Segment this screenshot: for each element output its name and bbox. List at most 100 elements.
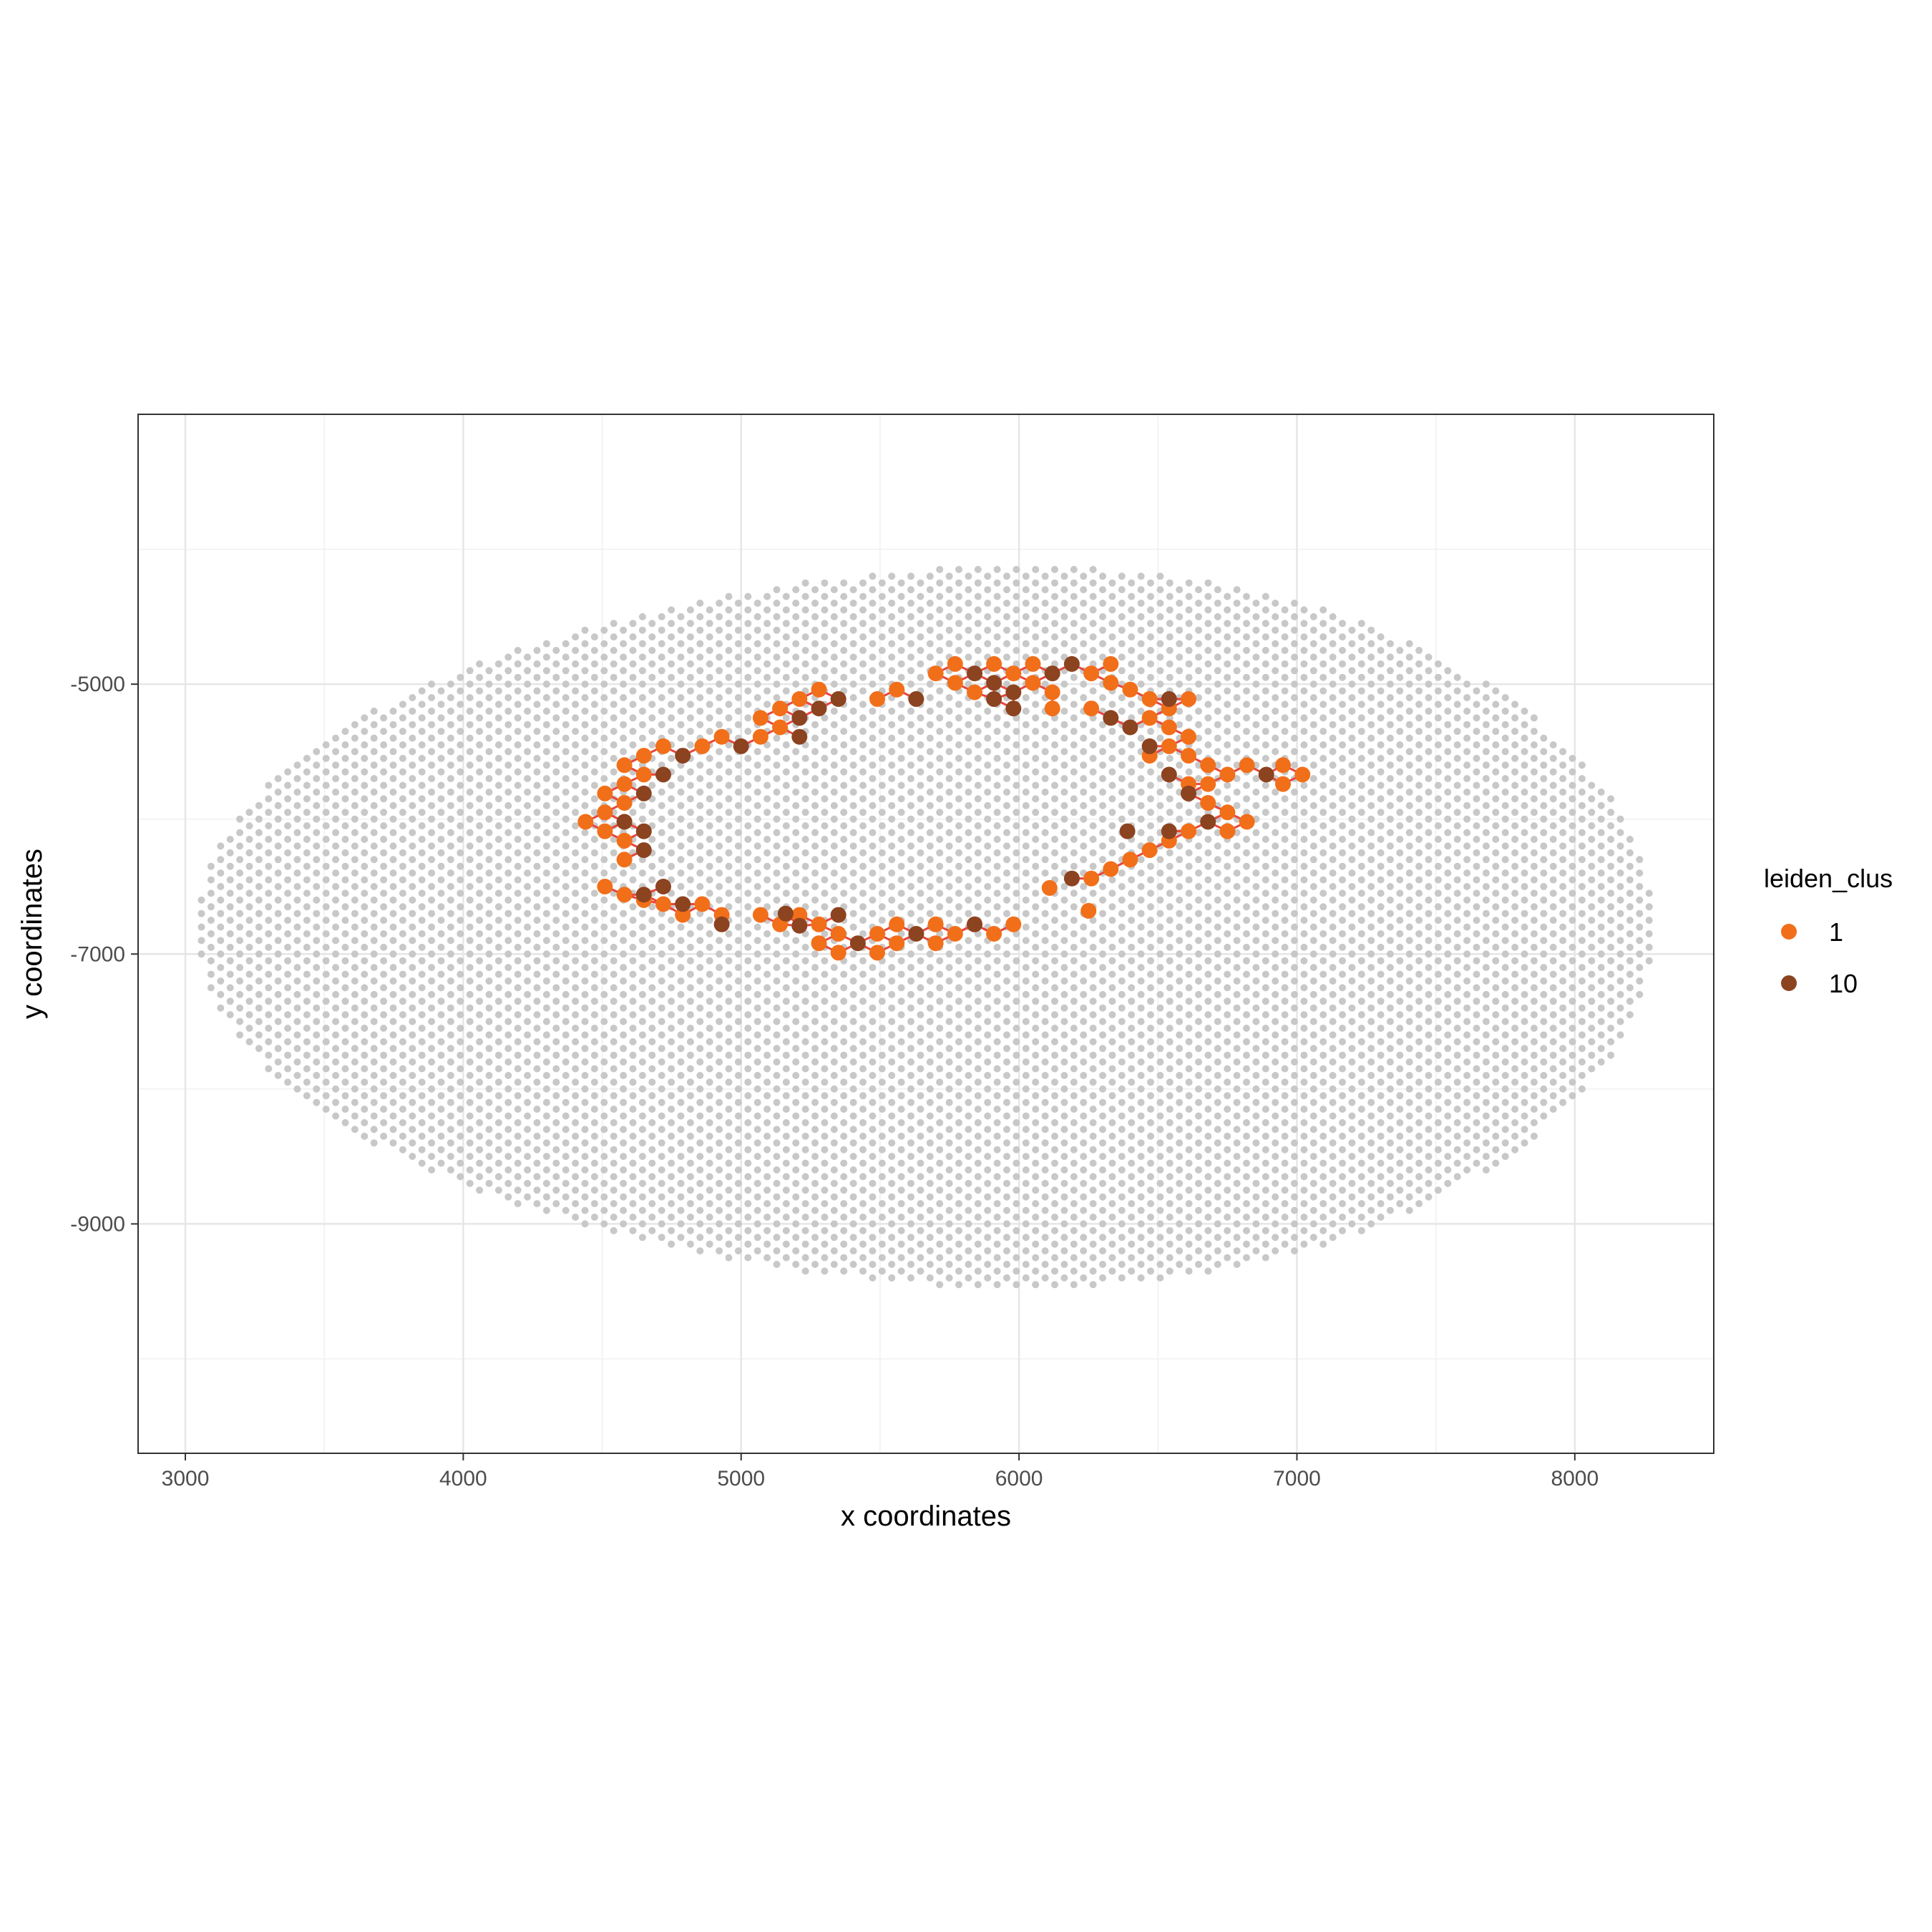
background-point [1013,1065,1020,1073]
background-point [668,1065,675,1073]
background-point [524,1098,532,1106]
background-point [965,950,972,958]
background-point [1386,1112,1394,1120]
background-point [236,896,244,904]
background-point [1128,1226,1136,1234]
background-point [974,849,982,857]
background-point [1367,1139,1375,1147]
background-point [888,964,896,972]
background-point [533,1051,541,1059]
background-point [447,883,454,890]
background-point [859,1186,867,1194]
background-point [1357,1038,1365,1045]
background-point [1137,1018,1145,1025]
background-point [1540,869,1548,877]
background-point [504,761,512,769]
background-point [476,1146,484,1153]
background-point [993,1214,1001,1221]
background-point [773,977,781,985]
background-point [1636,977,1644,985]
background-point [1214,869,1221,877]
background-point [1425,1112,1433,1120]
background-point [447,1085,454,1093]
background-point [811,775,819,783]
background-point [955,889,962,897]
background-point [888,990,896,998]
background-point [303,889,311,897]
background-point [476,997,484,1005]
background-point [638,1085,646,1093]
background-point [686,1065,694,1073]
background-point [600,842,608,850]
background-point [1204,970,1212,978]
background-point [1291,1139,1298,1147]
background-point [821,876,829,884]
background-point [1070,1038,1078,1045]
background-point [274,1004,282,1012]
background-point [457,1078,464,1086]
background-point [418,1011,426,1019]
background-point [1214,829,1221,836]
background-point [255,869,263,877]
background-point [1041,1274,1049,1282]
background-point [533,781,541,789]
background-point [792,1098,800,1106]
background-point [1128,768,1136,776]
background-point [1377,768,1385,776]
background-point [524,1166,532,1174]
background-point [1262,795,1269,803]
background-point [341,795,349,803]
background-point [485,950,493,958]
background-point [399,957,406,965]
background-point [1128,1119,1136,1126]
background-point [332,775,340,783]
background-point [926,896,934,904]
background-point [207,889,215,897]
background-point [1060,977,1068,985]
background-point [447,1045,454,1053]
background-point [716,950,723,958]
background-point [1147,984,1154,992]
background-point [1070,1173,1078,1181]
background-point [542,990,550,998]
background-point [773,761,781,769]
background-point [744,1025,752,1032]
background-point [1195,1072,1202,1079]
background-point [801,1214,809,1221]
background-point [1588,836,1596,843]
background-point [1309,775,1317,783]
background-point [1060,1139,1068,1147]
background-point [763,943,771,951]
background-point [1300,1078,1308,1086]
background-point [1339,768,1346,776]
background-point [590,1038,598,1045]
background-point [562,1018,570,1025]
background-point [303,1038,311,1045]
background-point [610,1200,618,1208]
background-point [380,1078,388,1086]
background-point [1405,883,1413,890]
background-point [590,984,598,992]
background-point [1185,849,1193,857]
background-point [1540,1045,1548,1053]
background-point [1329,1098,1337,1106]
background-point [1233,842,1241,850]
background-point [533,1106,541,1113]
background-point [792,937,800,945]
background-point [1329,761,1337,769]
background-point [849,775,857,783]
background-point [1348,990,1356,998]
background-point [1348,1018,1356,1025]
background-point [590,795,598,803]
background-point [1434,1132,1442,1140]
background-point [466,829,474,836]
background-point [361,997,369,1005]
background-point [1482,775,1490,783]
background-point [255,856,263,864]
background-point [217,977,225,985]
background-point [1252,1247,1260,1255]
background-point [801,1065,809,1073]
background-point [1272,1031,1279,1039]
background-point [1530,849,1538,857]
background-point [936,768,944,776]
